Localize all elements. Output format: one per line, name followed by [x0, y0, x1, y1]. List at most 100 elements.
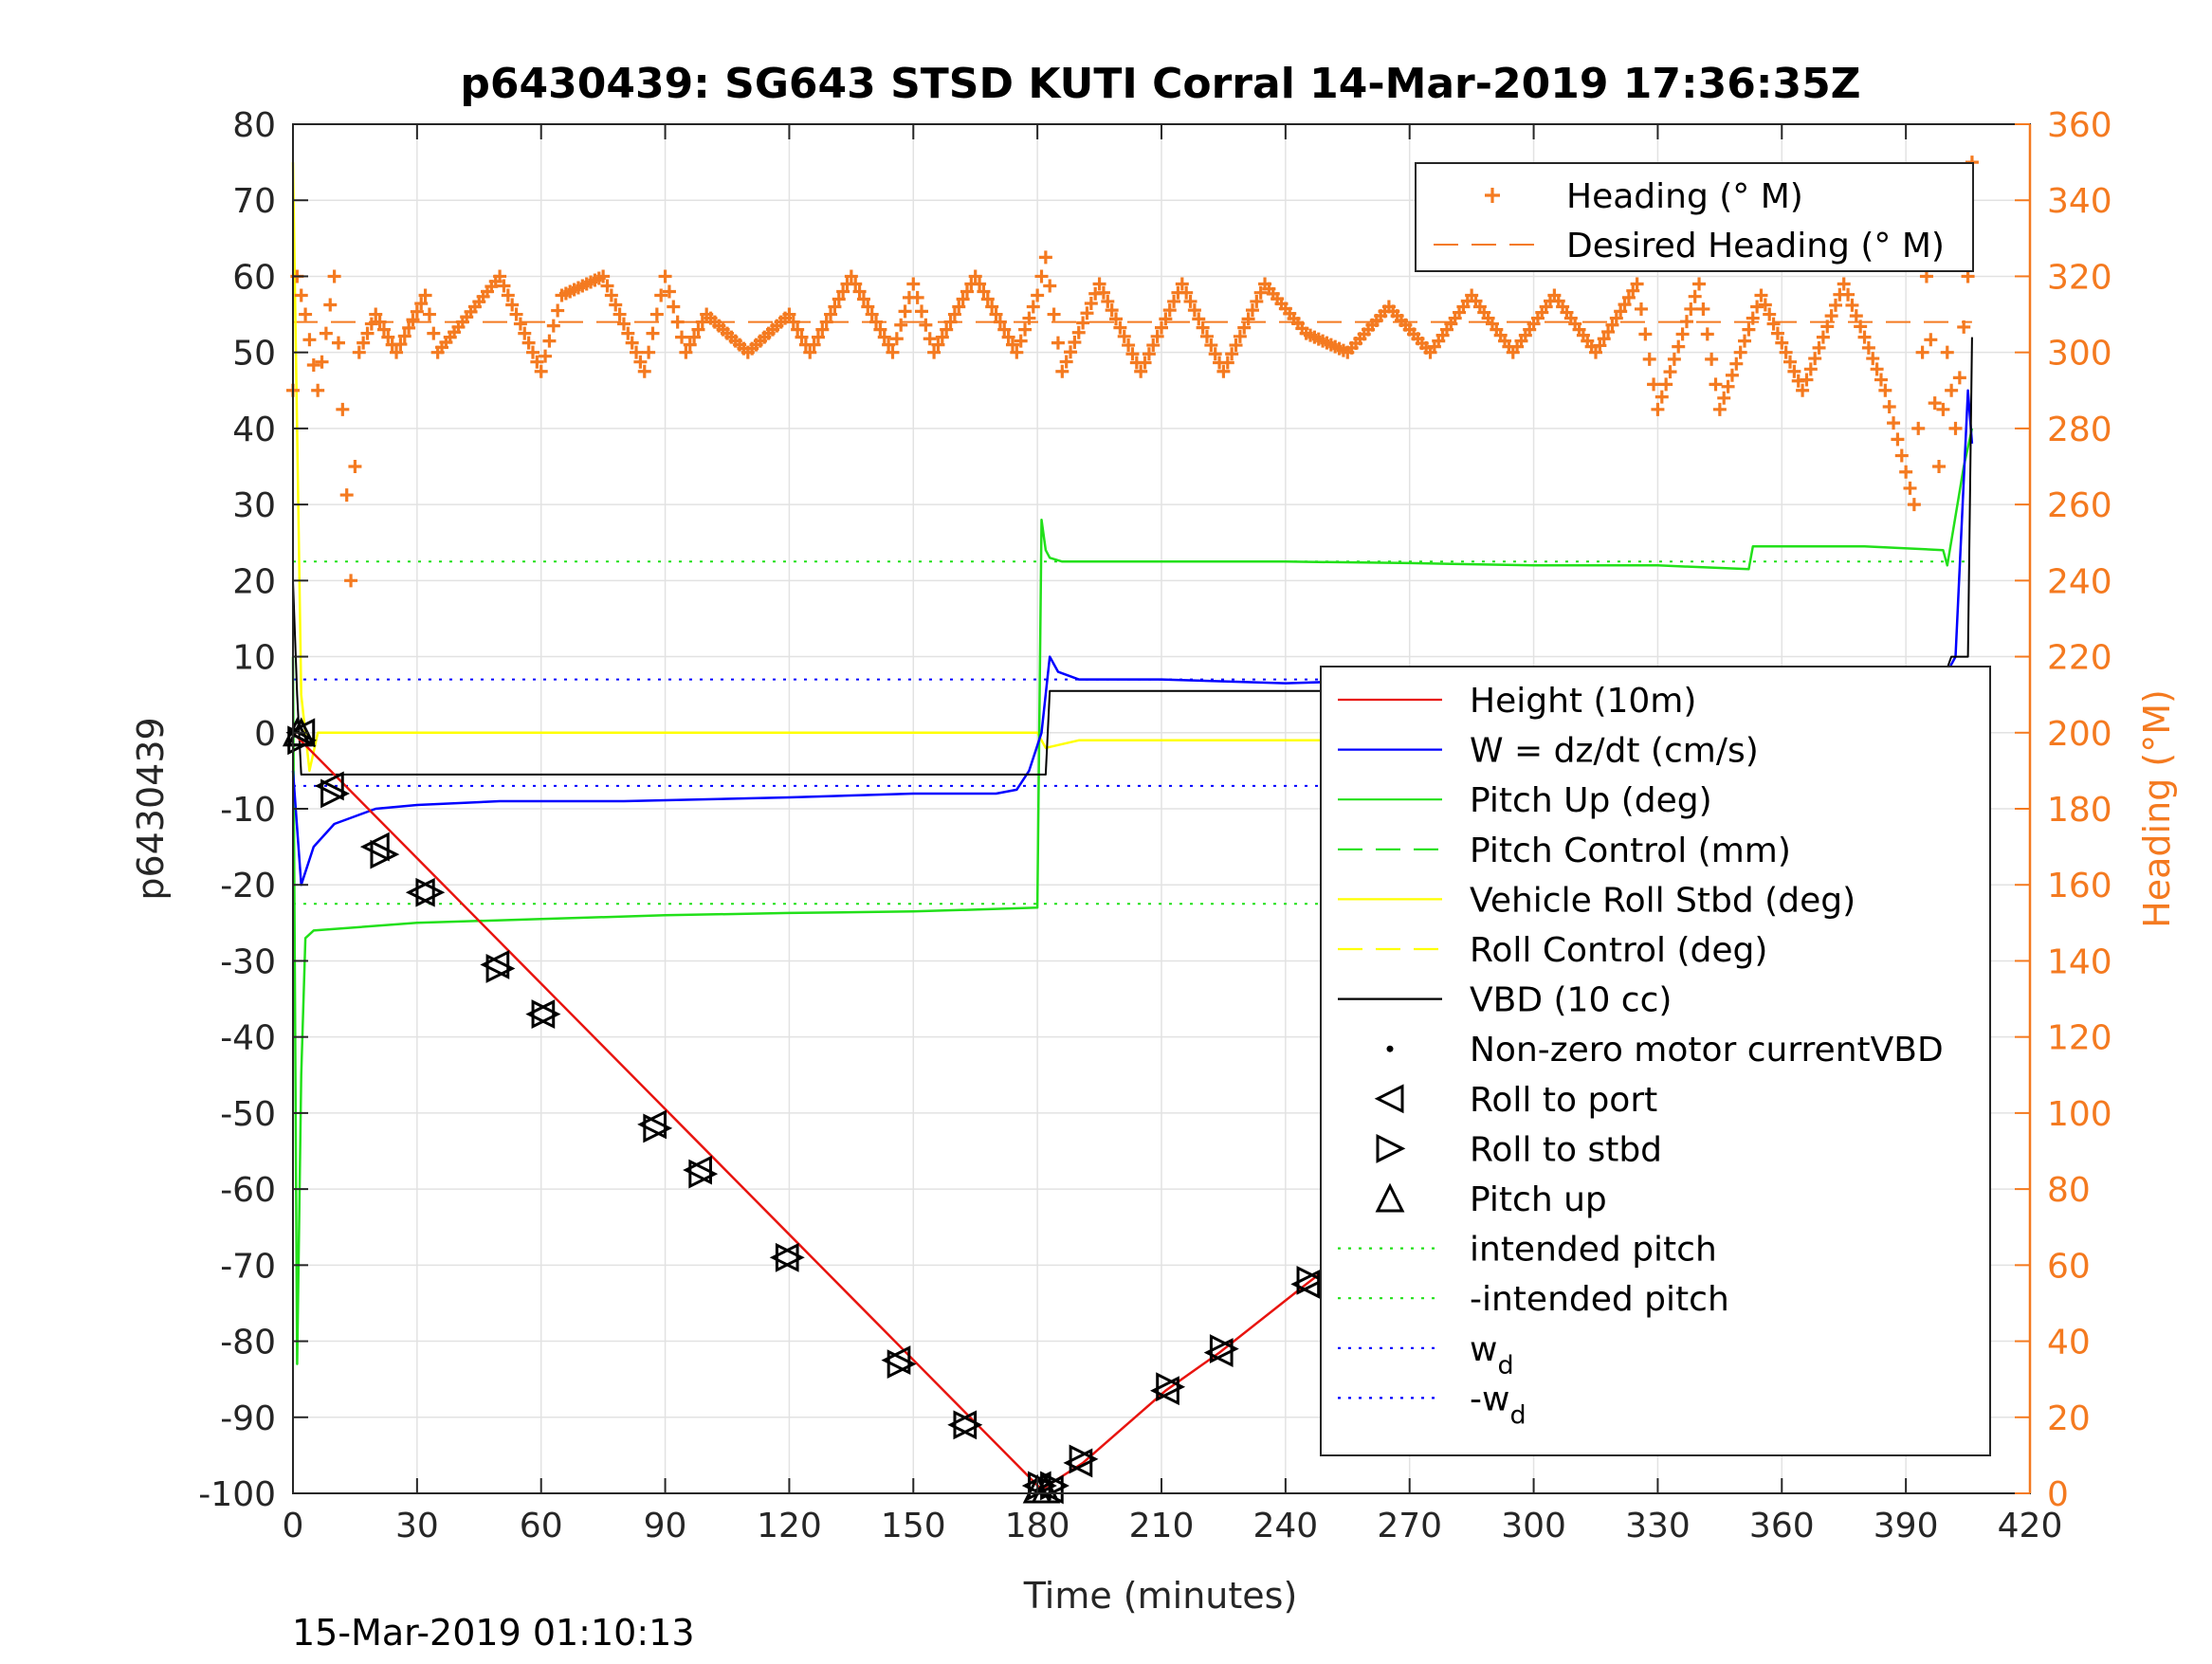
heading-point: [1887, 416, 1901, 430]
y-tick-label-right: 320: [2047, 258, 2112, 297]
heading-point: [1051, 336, 1065, 350]
y-tick-label-left: 50: [232, 335, 276, 374]
x-tick-label: 90: [644, 1507, 687, 1545]
heading-point: [551, 303, 565, 318]
legend-main: Height (10m) W = dz/dt (cm/s) Pitch Up (de…: [1320, 666, 1991, 1456]
legend-main-label-text: Pitch Control (mm): [1470, 832, 1791, 870]
heading-point: [1245, 303, 1259, 318]
heading-point: [518, 326, 532, 340]
heading-point: [1022, 311, 1036, 325]
roll-to-port-marker: [637, 1109, 667, 1140]
heading-point: [1729, 357, 1744, 371]
heading-point: [1667, 352, 1681, 366]
heading-point: [1812, 340, 1826, 355]
heading-point: [1589, 345, 1602, 359]
heading-point: [1026, 300, 1040, 314]
x-tick-label: 60: [520, 1507, 563, 1545]
roll-to-port-marker: [1150, 1376, 1179, 1406]
heading-point: [691, 322, 705, 337]
heading-point: [1763, 307, 1777, 321]
heading-point: [525, 345, 539, 359]
heading-point: [1080, 306, 1094, 320]
heading-point: [373, 315, 387, 329]
heading-point: [1055, 364, 1069, 378]
y-tick-label-right: 140: [2047, 942, 2112, 981]
heading-point: [1770, 326, 1784, 340]
legend-main-label: -intended pitch: [1470, 1280, 1729, 1319]
heading-point: [1816, 330, 1830, 344]
heading-point: [369, 307, 383, 321]
roll-to-stbd-marker: [953, 1410, 983, 1440]
heading-point: [1787, 364, 1801, 378]
roll-to-stbd-marker: [531, 999, 561, 1030]
heading-point: [381, 330, 395, 344]
heading-point: [667, 300, 681, 314]
heading-point: [1253, 285, 1268, 300]
heading-point: [1155, 320, 1168, 335]
heading-point: [604, 288, 618, 302]
heading-point: [844, 269, 858, 283]
heading-point: [1250, 294, 1264, 308]
heading-point: [1936, 402, 1950, 416]
heading-point: [873, 322, 887, 337]
legend-main-label: Roll to stbd: [1470, 1130, 1662, 1169]
heading-point: [1948, 421, 1963, 435]
heading-point: [1696, 302, 1710, 316]
heading-point: [501, 288, 515, 302]
x-tick-label: 420: [1998, 1507, 2063, 1545]
legend-main-label: Pitch up: [1470, 1180, 1607, 1219]
heading-point: [637, 364, 651, 378]
heading-point: [791, 322, 805, 337]
heading-point: [973, 277, 987, 291]
heading-point: [625, 336, 639, 350]
heading-point: [1001, 330, 1015, 344]
heading-point: [344, 574, 358, 588]
heading-point: [1672, 339, 1686, 354]
legend-main-label-text: Height (10m): [1470, 682, 1696, 721]
heading-point: [943, 315, 958, 329]
heading-point: [670, 315, 685, 329]
heading-point: [1808, 352, 1822, 366]
heading-point: [1134, 364, 1148, 378]
heading-point: [977, 284, 991, 299]
heading-point: [509, 307, 523, 321]
roll-to-stbd-marker: [775, 1242, 805, 1272]
x-tick-label: 210: [1129, 1507, 1195, 1545]
x-tick-label: 240: [1252, 1507, 1318, 1545]
roll-to-port-marker: [881, 1345, 911, 1376]
heading-point: [1092, 277, 1106, 291]
heading-point: [1014, 334, 1028, 348]
legend-main-swatch: [1374, 1084, 1404, 1114]
legend-main-label: VBD (10 cc): [1470, 981, 1672, 1020]
legend-main-label-text: Roll to port: [1470, 1081, 1657, 1120]
heading-point: [1911, 421, 1926, 435]
heading-point: [1233, 329, 1247, 343]
heading-point: [1113, 320, 1127, 335]
heading-point: [803, 345, 817, 359]
heading-point: [927, 345, 941, 359]
data-series: [286, 155, 1979, 1491]
heading-point: [1018, 322, 1033, 337]
x-tick-label: 30: [395, 1507, 439, 1545]
heading-point: [1820, 320, 1835, 334]
legend-main-label: intended pitch: [1470, 1231, 1717, 1270]
legend-main-label-text: Pitch up: [1470, 1180, 1607, 1219]
heading-point: [1084, 296, 1098, 310]
heading-point: [882, 338, 896, 352]
heading-point: [1192, 312, 1206, 326]
heading-point: [1688, 289, 1702, 303]
heading-point: [1882, 399, 1896, 413]
heading-point: [534, 364, 548, 378]
legend-main-label: Roll Control (deg): [1470, 931, 1767, 970]
heading-point: [980, 292, 995, 306]
heading-point: [856, 292, 870, 306]
heading-point: [1187, 303, 1201, 318]
x-tick-label: 390: [1874, 1507, 1939, 1545]
heading-point: [931, 338, 945, 352]
heading-point: [513, 317, 527, 331]
heading-point: [1101, 294, 1115, 308]
roll-to-port-marker: [769, 1242, 799, 1272]
heading-point: [546, 319, 560, 333]
roll-to-port-marker: [683, 1155, 712, 1185]
heading-point: [852, 284, 867, 299]
